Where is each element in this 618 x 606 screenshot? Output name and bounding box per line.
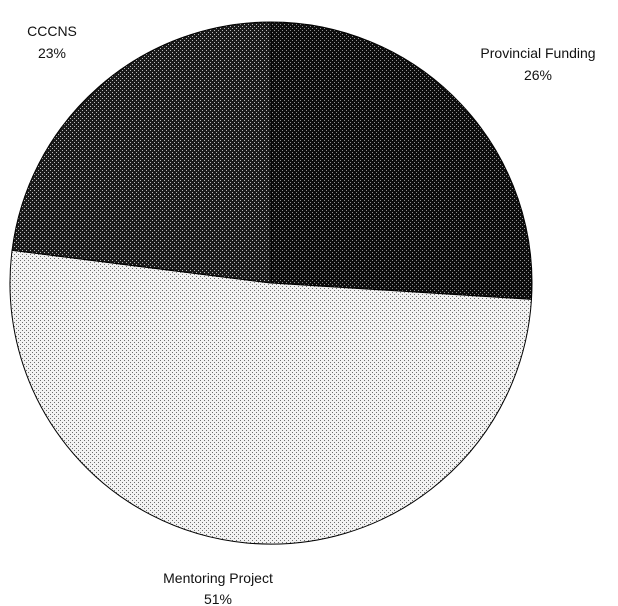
- pie-slice-cccns: [11, 21, 272, 284]
- pie-slice-mentoring-project: [9, 249, 533, 545]
- pie-slice-provincial-funding: [270, 21, 533, 300]
- slice-label-provincial-funding-name: Provincial Funding: [480, 45, 595, 61]
- slice-label-provincial-funding-percent: 26%: [524, 67, 552, 83]
- slice-label-cccns-percent: 23%: [38, 45, 66, 61]
- slice-label-mentoring-project-name: Mentoring Project: [163, 570, 273, 586]
- pie-labels: Provincial Funding 26% Mentoring Project…: [27, 23, 595, 606]
- pie-slices: [9, 21, 533, 545]
- slice-label-cccns-name: CCCNS: [27, 23, 77, 39]
- slice-label-mentoring-project-percent: 51%: [204, 591, 232, 606]
